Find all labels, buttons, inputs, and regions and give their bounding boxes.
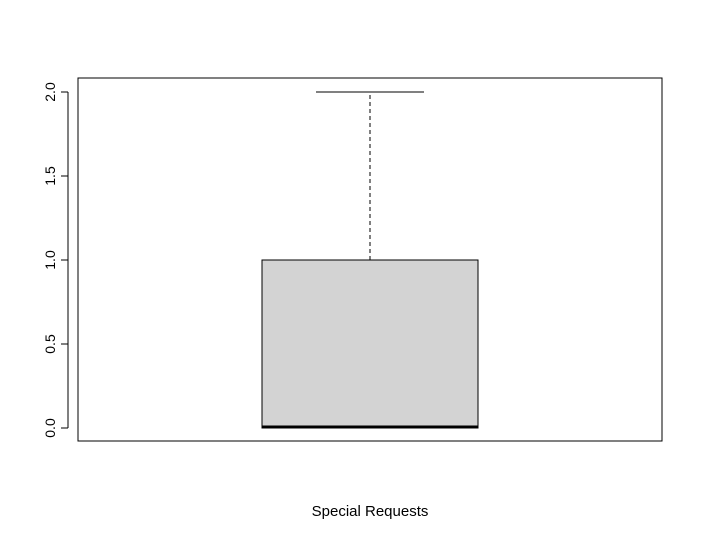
box-layer: [261, 91, 479, 429]
y-tick-label: 2.0: [42, 82, 58, 102]
y-tick-label: 0.0: [42, 418, 58, 438]
x-axis-label: Special Requests: [312, 503, 429, 520]
y-tick-label: 1.0: [42, 250, 58, 270]
box-iqr: [261, 259, 479, 429]
y-tick-label: 1.5: [42, 166, 58, 186]
y-axis: 0.0 0.5 1.0 1.5 2.0: [42, 82, 69, 438]
plot-frame: [77, 77, 663, 442]
y-tick-label: 0.5: [42, 334, 58, 354]
